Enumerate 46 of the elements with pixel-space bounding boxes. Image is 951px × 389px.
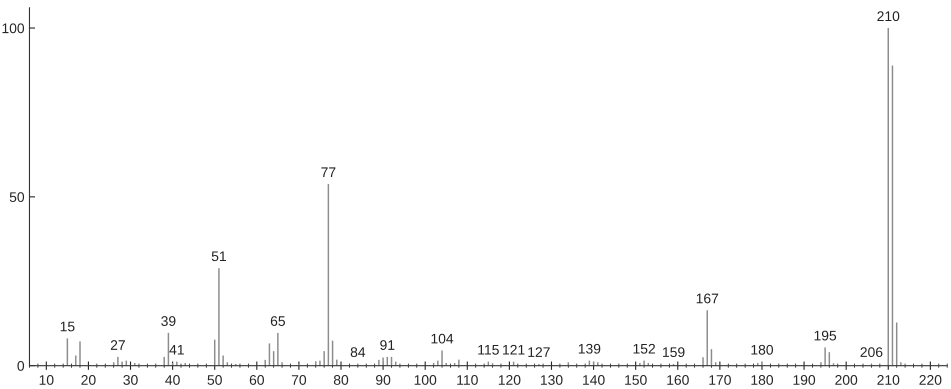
annotation: 51: [212, 251, 226, 262]
x-tick-label: 100: [414, 375, 436, 385]
x-tick-label: 160: [667, 375, 689, 385]
annotation: 115: [478, 345, 499, 355]
annotation: 139: [578, 344, 600, 354]
annotation: 84: [350, 347, 366, 358]
x-tick-label: 80: [334, 375, 348, 385]
x-tick-label: 70: [292, 375, 306, 385]
annotation: 180: [751, 344, 774, 355]
y-tick-label: 50: [10, 192, 24, 202]
x-tick-label: 210: [877, 375, 900, 385]
annotation: 77: [321, 167, 336, 177]
x-tick-label: 170: [709, 375, 731, 385]
annotation: 127: [528, 347, 550, 357]
annotation: 15: [60, 322, 75, 332]
x-tick-label: 120: [498, 375, 520, 385]
annotation: 91: [380, 340, 394, 350]
x-tick-label: 60: [250, 375, 264, 385]
annotation: 65: [270, 316, 285, 326]
annotation: 121: [503, 344, 525, 355]
annotation: 152: [634, 344, 655, 354]
x-tick-label: 20: [81, 375, 96, 385]
annotation: 206: [860, 347, 882, 358]
annotation: 41: [169, 345, 184, 355]
x-tick-label: 10: [40, 375, 54, 385]
x-tick-label: 180: [751, 375, 774, 385]
y-tick-label: 0: [17, 360, 24, 371]
annotation: 159: [663, 347, 684, 358]
x-tick-label: 130: [540, 375, 563, 385]
x-tick-label: 90: [376, 375, 390, 385]
annotation: 39: [161, 316, 176, 326]
annotation: 195: [814, 330, 836, 341]
x-tick-label: 200: [835, 375, 858, 385]
x-tick-label: 40: [165, 375, 180, 385]
annotation: 104: [432, 334, 454, 344]
x-tick-label: 150: [625, 375, 647, 385]
x-tick-label: 50: [208, 375, 222, 385]
x-tick-label: 220: [919, 375, 942, 385]
x-tick-label: 110: [457, 375, 478, 385]
x-tick-label: 30: [123, 375, 138, 385]
x-tick-label: 140: [583, 375, 605, 385]
annotation: 210: [877, 11, 900, 22]
x-tick-label: 190: [794, 375, 816, 385]
annotation: 167: [696, 294, 718, 304]
annotation: 27: [110, 340, 125, 350]
y-tick-label: 100: [2, 23, 24, 34]
